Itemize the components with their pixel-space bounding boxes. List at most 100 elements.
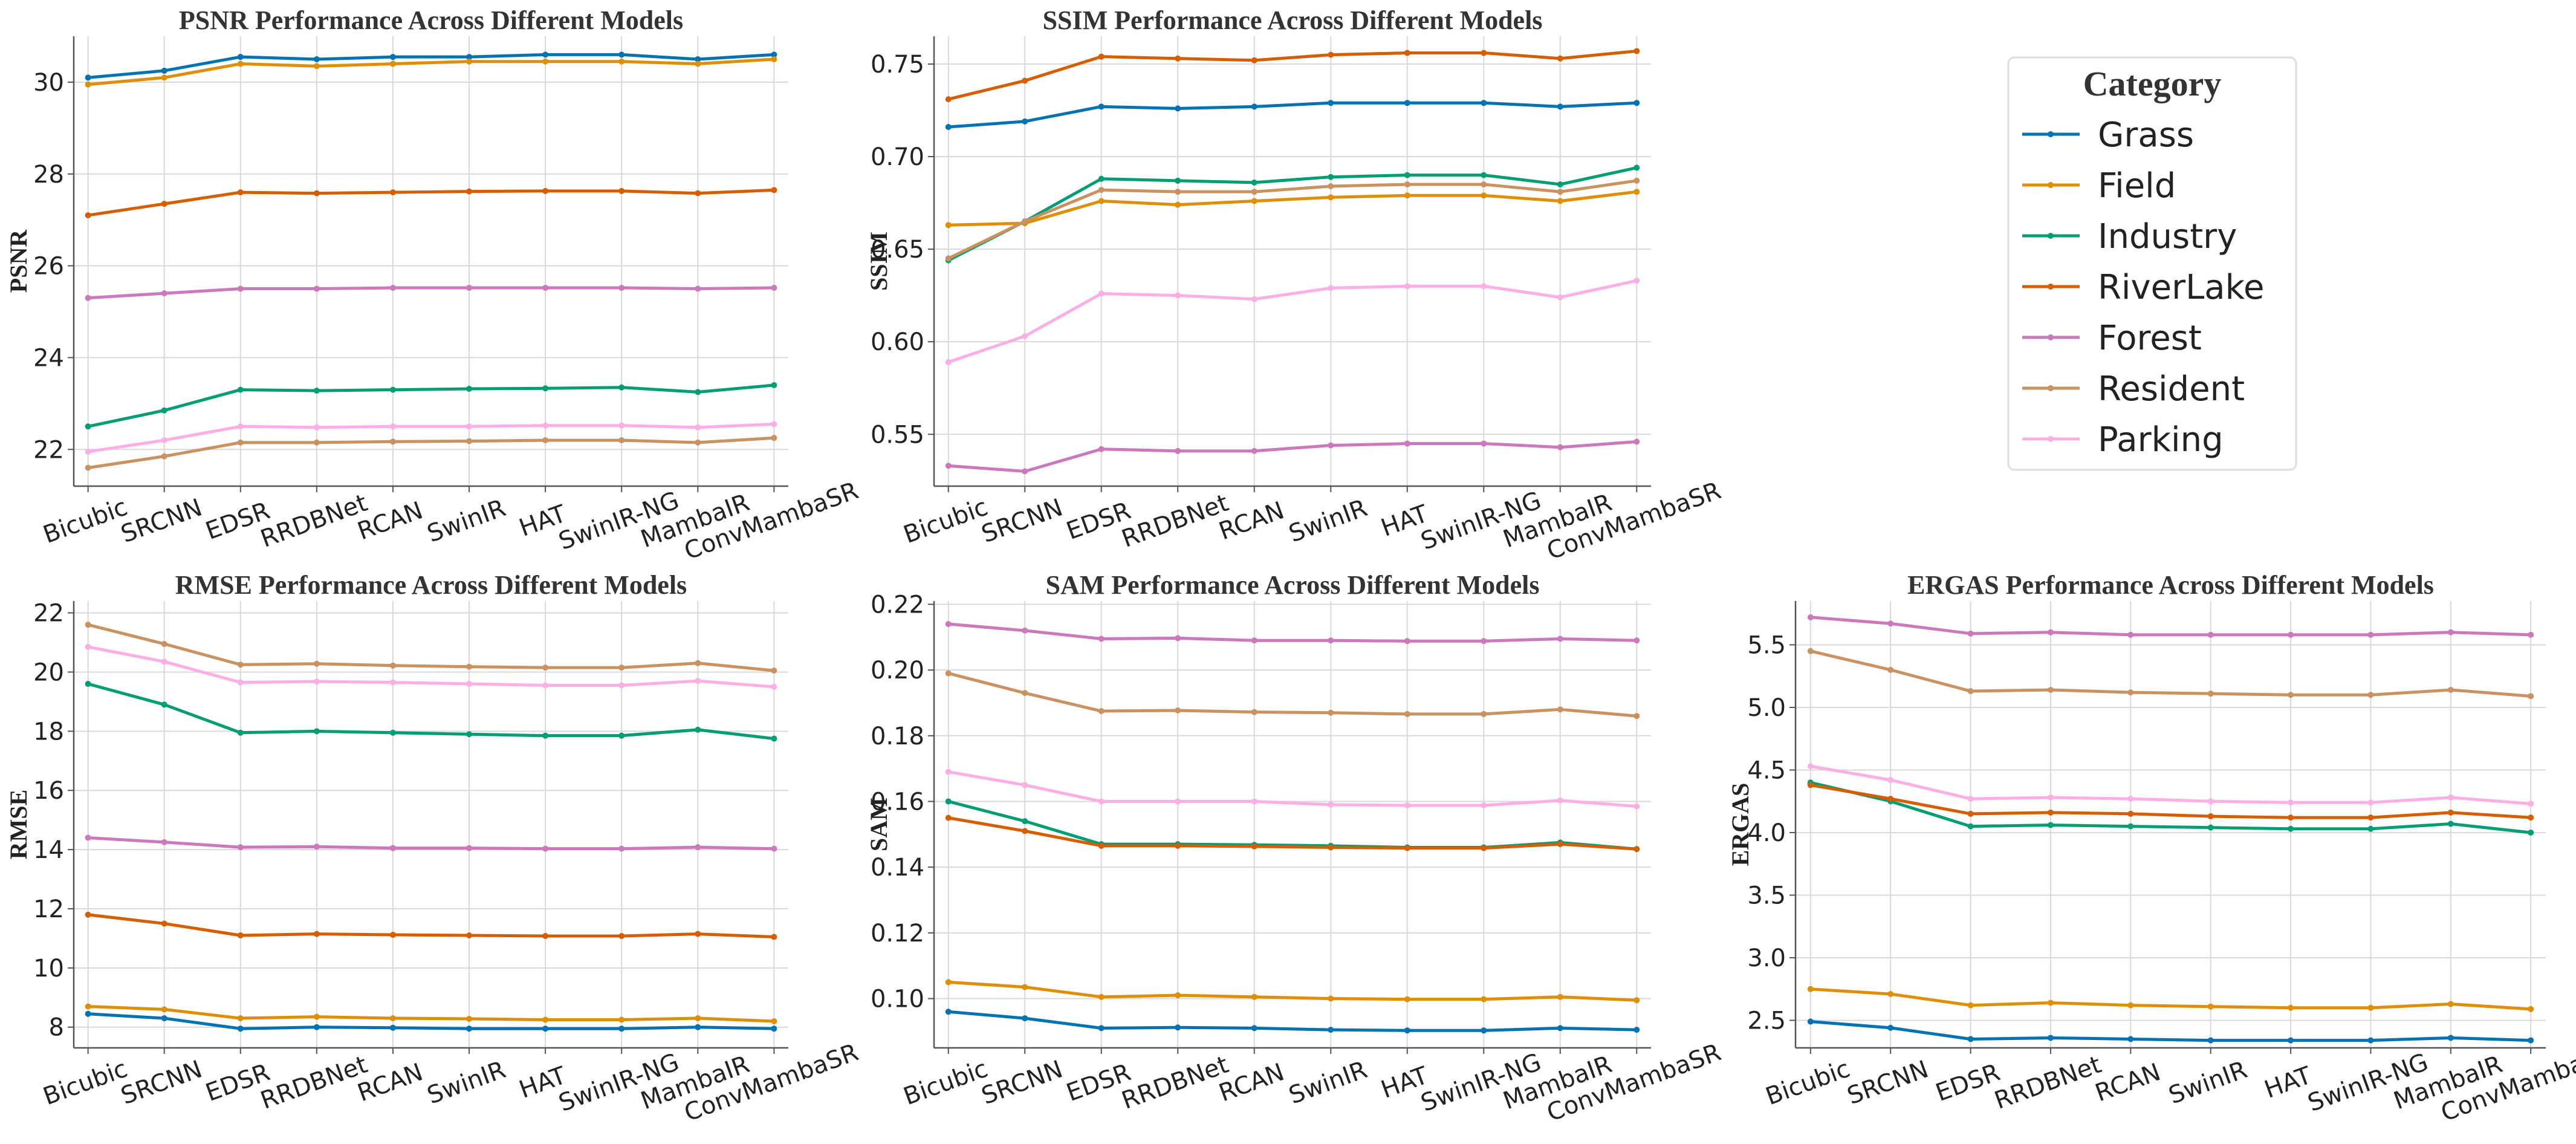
marker: [1328, 709, 1334, 716]
marker: [1404, 100, 1410, 106]
marker: [2127, 823, 2134, 830]
marker: [2047, 686, 2054, 693]
marker: [389, 845, 396, 851]
marker: [1328, 51, 1334, 58]
chart-title: SSIM Performance Across Different Models: [1043, 5, 1543, 35]
marker: [1328, 844, 1334, 851]
x-tick-label: Bicubic: [900, 493, 991, 549]
marker: [1404, 50, 1410, 56]
y-tick-label: 0.14: [871, 854, 924, 882]
marker: [771, 51, 777, 58]
y-tick-label: 28: [33, 161, 64, 189]
marker: [2367, 814, 2374, 821]
series-line: [88, 383, 774, 428]
marker: [2127, 1036, 2134, 1042]
x-tick-label: SwinIR: [2165, 1056, 2251, 1110]
marker: [1967, 810, 1974, 817]
marker: [1404, 1027, 1410, 1034]
legend-marker: [2048, 131, 2054, 137]
marker: [237, 844, 244, 851]
marker: [85, 643, 91, 650]
marker: [2207, 1003, 2214, 1010]
marker: [2447, 1001, 2454, 1007]
y-tick-label: 10: [33, 955, 64, 983]
marker: [85, 74, 91, 81]
marker: [1807, 648, 1814, 654]
y-tick-label: 0.55: [871, 421, 924, 449]
marker: [1098, 446, 1105, 452]
marker: [695, 844, 701, 851]
marker: [1634, 846, 1640, 853]
marker: [466, 1025, 473, 1032]
marker: [1251, 57, 1257, 63]
marker: [2207, 631, 2214, 638]
series-line: [1810, 1020, 2531, 1042]
x-tick-label: Bicubic: [39, 1055, 131, 1111]
marker: [1404, 440, 1410, 447]
x-tick-label: SwinIR: [1285, 1056, 1371, 1110]
marker: [161, 453, 167, 460]
marker: [389, 932, 396, 938]
marker: [2528, 693, 2534, 700]
marker: [85, 1003, 91, 1010]
marker: [313, 56, 320, 62]
marker: [771, 421, 777, 427]
marker: [1251, 198, 1257, 204]
marker: [542, 665, 549, 671]
series-line: [1810, 764, 2531, 805]
marker: [237, 189, 244, 196]
marker: [695, 1015, 701, 1022]
series-line: [948, 672, 1637, 718]
marker: [1098, 290, 1105, 297]
marker: [695, 678, 701, 684]
legend-label: Parking: [2098, 420, 2224, 460]
marker: [1481, 845, 1487, 851]
y-axis-label: SAM: [865, 798, 892, 851]
chart-title: SAM Performance Across Different Models: [1045, 570, 1539, 600]
legend-marker: [2048, 182, 2054, 188]
marker: [2367, 1037, 2374, 1044]
marker: [1481, 996, 1487, 1003]
marker: [2047, 999, 2054, 1006]
y-tick-label: 16: [33, 777, 64, 805]
marker: [1481, 100, 1487, 106]
marker: [1634, 189, 1640, 195]
marker: [618, 58, 625, 65]
marker: [695, 931, 701, 937]
marker: [466, 681, 473, 687]
x-tick-label: RRDBNet: [1118, 489, 1232, 553]
y-tick-label: 0.20: [871, 657, 924, 684]
marker: [2127, 810, 2134, 817]
legend-marker: [2048, 334, 2054, 340]
marker: [161, 67, 167, 74]
series-line: [88, 53, 774, 79]
y-axis-label: ERGAS: [1727, 783, 1754, 866]
marker: [2047, 629, 2054, 635]
legend-marker: [2048, 436, 2054, 442]
marker: [1175, 447, 1181, 454]
marker: [618, 1025, 625, 1032]
marker: [1404, 181, 1410, 187]
legend-label: Resident: [2098, 369, 2245, 409]
marker: [695, 424, 701, 431]
y-tick-label: 3.5: [1747, 882, 1786, 909]
marker: [237, 54, 244, 60]
y-tick-label: 0.16: [871, 788, 924, 816]
chart-title: ERGAS Performance Across Different Model…: [1907, 570, 2434, 600]
marker: [1175, 1024, 1181, 1031]
marker: [1634, 177, 1640, 184]
marker: [161, 839, 167, 845]
series-line: [948, 101, 1637, 129]
marker: [1175, 635, 1181, 642]
marker: [466, 663, 473, 670]
series-line: [87, 682, 774, 741]
series-line: [947, 179, 1637, 260]
marker: [618, 933, 625, 940]
marker: [1251, 637, 1257, 644]
marker: [237, 729, 244, 736]
marker: [1404, 802, 1410, 808]
marker: [313, 931, 320, 937]
marker: [1098, 708, 1105, 715]
marker: [2288, 1004, 2294, 1011]
y-axis-label: PSNR: [5, 229, 32, 293]
